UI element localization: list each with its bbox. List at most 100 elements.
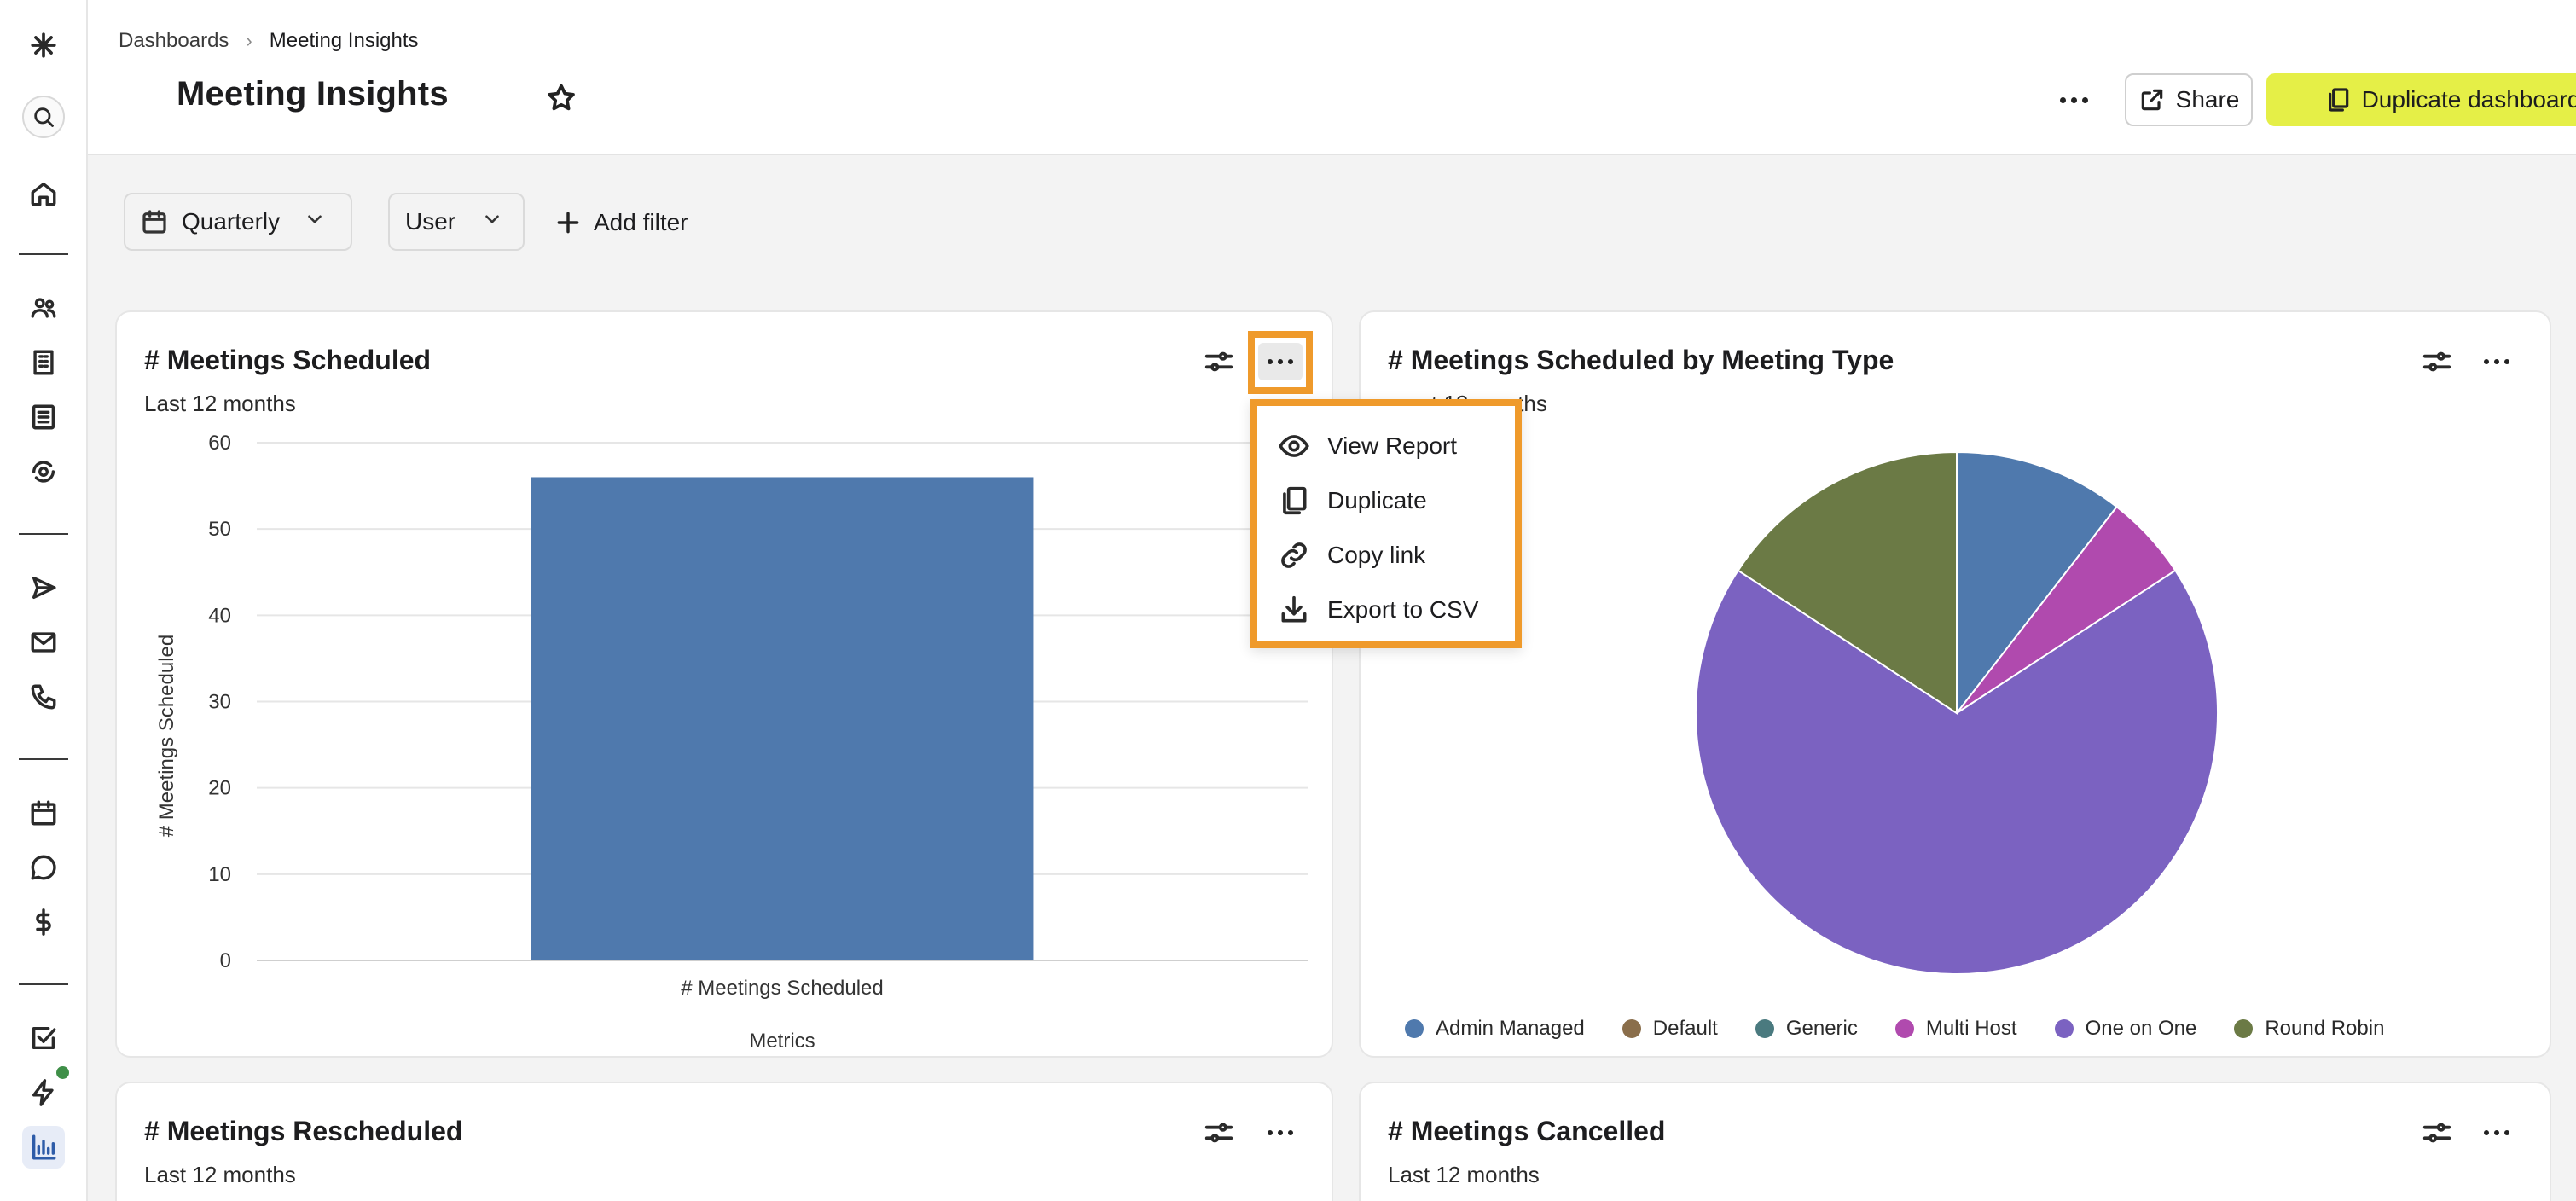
dot-icon — [1268, 1130, 1273, 1135]
legend-item[interactable]: Admin Managed — [1405, 1017, 1585, 1041]
search-icon[interactable] — [22, 96, 65, 138]
breadcrumb-separator: › — [246, 30, 252, 51]
menu-item-copy-link[interactable]: Copy link — [1278, 532, 1425, 578]
card-meetings-rescheduled: # Meetings Rescheduled Last 12 months — [115, 1082, 1333, 1201]
legend-label: Admin Managed — [1436, 1017, 1585, 1040]
card-more-button[interactable] — [1258, 343, 1303, 380]
highlight-outline — [1248, 331, 1313, 394]
card-context-menu: View Report Duplicate Copy link Export t… — [1250, 399, 1522, 648]
legend-swatch — [1405, 1019, 1424, 1038]
phone-icon[interactable] — [22, 676, 65, 718]
user-filter-select[interactable]: User — [388, 193, 525, 251]
pie-slice — [1695, 569, 2219, 975]
favorite-star-icon[interactable] — [545, 82, 577, 114]
dollar-icon[interactable] — [22, 901, 65, 943]
legend-label: Round Robin — [2265, 1017, 2385, 1040]
copy-icon — [1283, 486, 1307, 515]
legend-item[interactable]: Round Robin — [2234, 1017, 2384, 1041]
breadcrumb-dashboards-link[interactable]: Dashboards — [119, 29, 229, 52]
menu-item-view-report[interactable]: View Report — [1278, 423, 1457, 469]
rail-divider — [19, 758, 68, 760]
dot-icon — [2504, 359, 2509, 364]
y-tick-label: 60 — [208, 432, 231, 455]
dot-icon — [2484, 1130, 2489, 1135]
app-logo-icon[interactable] — [22, 24, 65, 67]
breadcrumb-current: Meeting Insights — [269, 29, 419, 52]
card-subtitle: Last 12 months — [144, 391, 296, 416]
chat-icon[interactable] — [22, 846, 65, 889]
legend-item[interactable]: Multi Host — [1894, 1017, 2017, 1041]
menu-item-duplicate[interactable]: Duplicate — [1278, 478, 1427, 524]
share-label: Share — [2175, 86, 2240, 113]
chart-legend: Admin Managed Default Generic Multi Host One… — [1405, 1017, 2384, 1041]
dot-icon — [1288, 359, 1293, 364]
period-filter-label: Quarterly — [182, 208, 281, 235]
add-filter-label: Add filter — [594, 209, 688, 235]
menu-item-label: View Report — [1327, 432, 1458, 459]
dot-icon — [2494, 359, 2499, 364]
calendar-icon — [142, 210, 166, 234]
page-header: Dashboards › Meeting Insights Meeting In… — [88, 0, 2576, 155]
period-filter-select[interactable]: Quarterly — [124, 193, 352, 251]
add-filter-button[interactable]: Add filter — [554, 201, 688, 244]
menu-item-label: Copy link — [1327, 542, 1426, 568]
card-subtitle: Last 12 months — [1388, 1162, 1540, 1187]
filter-settings-icon[interactable] — [1197, 1114, 1241, 1152]
share-button[interactable]: Share — [2125, 73, 2253, 126]
rail-divider — [19, 253, 68, 255]
duplicate-dashboard-label: Duplicate dashboard — [2361, 86, 2576, 113]
card-title: # Meetings Scheduled — [144, 345, 432, 375]
legend-item[interactable]: One on One — [2054, 1017, 2197, 1041]
dot-icon — [1278, 1130, 1283, 1135]
left-nav-rail — [0, 0, 88, 1201]
legend-swatch — [1894, 1019, 1914, 1038]
task-check-icon[interactable] — [22, 1017, 65, 1059]
building-icon[interactable] — [22, 341, 65, 384]
filter-settings-icon[interactable] — [1197, 343, 1241, 380]
y-tick-label: 40 — [208, 604, 231, 627]
filter-settings-icon[interactable] — [2415, 1114, 2459, 1152]
rail-divider — [19, 533, 68, 535]
breadcrumb: Dashboards › Meeting Insights — [119, 29, 419, 53]
home-icon[interactable] — [22, 172, 65, 215]
legend-label: Default — [1652, 1017, 1718, 1040]
card-more-button[interactable] — [2474, 343, 2519, 380]
legend-item[interactable]: Default — [1622, 1017, 1718, 1041]
legend-label: Multi Host — [1925, 1017, 2017, 1040]
card-title: # Meetings Rescheduled — [144, 1116, 463, 1146]
legend-label: Generic — [1785, 1017, 1858, 1040]
dot-icon — [1268, 359, 1273, 364]
duplicate-dashboard-button[interactable]: Duplicate dashboard — [2266, 73, 2576, 126]
pie-chart — [1695, 450, 2219, 975]
chevron-down-icon — [304, 208, 326, 236]
card-more-button[interactable] — [1258, 1114, 1303, 1152]
legend-swatch — [2054, 1019, 2074, 1038]
analytics-icon[interactable] — [22, 1126, 65, 1169]
more-options-button[interactable] — [2050, 78, 2097, 121]
card-more-button[interactable] — [2474, 1114, 2519, 1152]
legend-label: One on One — [2085, 1017, 2197, 1040]
people-icon[interactable] — [22, 287, 65, 329]
copy-icon — [2328, 88, 2348, 112]
eye-icon — [1279, 435, 1309, 457]
list-icon[interactable] — [22, 396, 65, 438]
calendar-icon[interactable] — [22, 792, 65, 834]
user-filter-label: User — [405, 208, 456, 235]
dot-icon — [1278, 359, 1283, 364]
dot-icon — [2070, 96, 2077, 103]
send-icon[interactable] — [22, 566, 65, 609]
mail-icon[interactable] — [22, 621, 65, 664]
card-meetings-cancelled: # Meetings Cancelled Last 12 months — [1359, 1082, 2551, 1201]
legend-item[interactable]: Generic — [1755, 1017, 1858, 1041]
dot-icon — [2059, 96, 2066, 103]
sync-icon[interactable] — [22, 450, 65, 493]
plus-icon — [557, 212, 579, 234]
filter-settings-icon[interactable] — [2415, 343, 2459, 380]
bar — [531, 477, 1034, 960]
dot-icon — [2081, 96, 2088, 103]
lightning-icon[interactable] — [22, 1071, 65, 1114]
menu-item-export-csv[interactable]: Export to CSV — [1278, 587, 1478, 633]
legend-swatch — [2234, 1019, 2254, 1038]
bar-chart: 0 10 20 30 40 50 60 # Meetings Scheduled Metrics… — [155, 432, 1308, 1053]
card-subtitle: Last 12 months — [144, 1162, 296, 1187]
